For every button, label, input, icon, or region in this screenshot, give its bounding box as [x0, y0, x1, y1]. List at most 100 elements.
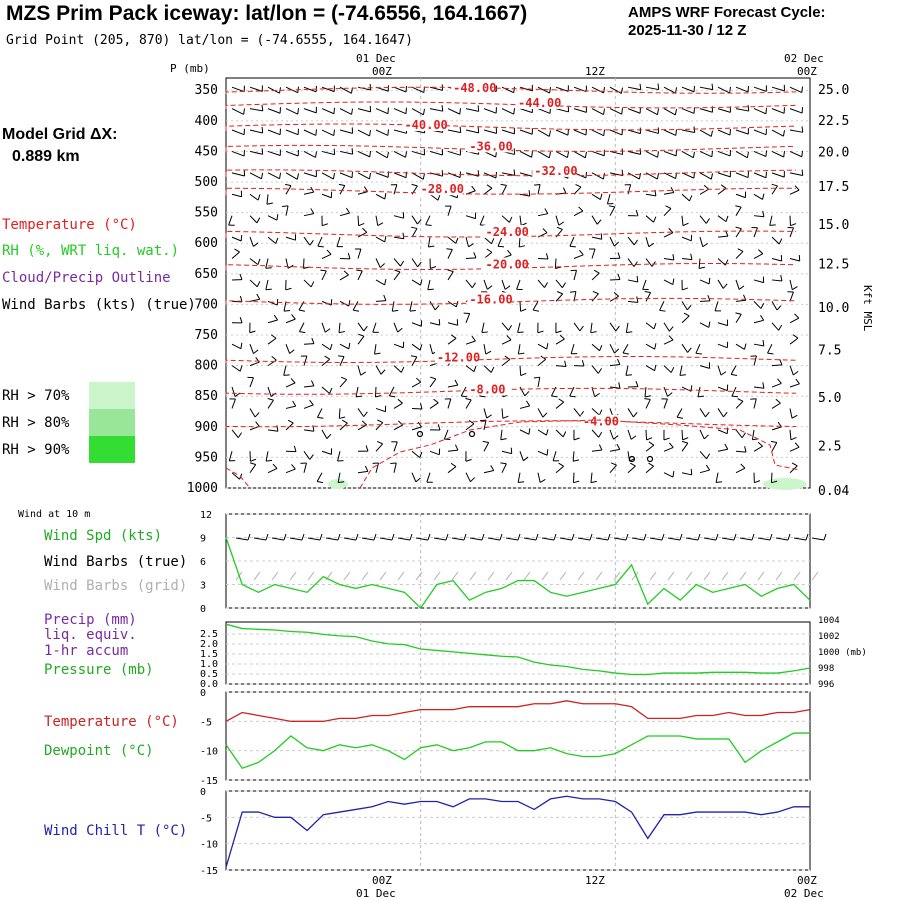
wind-barb-flag: [315, 151, 318, 158]
wind-barb-shaft: [753, 215, 764, 218]
wind-barb-shaft: [717, 448, 728, 452]
wind-barb-shaft: [645, 292, 652, 302]
wind-barb-shaft: [447, 449, 458, 452]
wind-barb-shaft: [735, 228, 742, 238]
wind-barb-shaft: [681, 429, 684, 440]
height-tick-label: 7.5: [818, 343, 841, 358]
wind-barb-flag: [720, 371, 727, 376]
wind-barb-flag: [513, 108, 516, 115]
wind-barb-flag: [253, 349, 259, 354]
wind-barb-flag: [261, 172, 264, 179]
wind-panel: 12 9 6 3 0: [200, 510, 827, 615]
wind-barb-flag: [695, 352, 702, 355]
model-grid-value: 0.889 km: [12, 148, 80, 165]
wind-barb-shaft: [789, 291, 794, 302]
wind-barb-flag: [358, 222, 365, 227]
wind-barb-flag: [285, 183, 292, 187]
wind-barb-flag: [672, 278, 675, 285]
surface-wind-barb-flag: [661, 533, 665, 541]
wind-barb-shaft: [357, 248, 362, 259]
chill-panel-y-tick-label: -15: [200, 866, 218, 877]
wind-barb-flag: [668, 442, 674, 448]
wind-panel-y-tick-label: 3: [200, 581, 206, 592]
wind-barb-shaft: [555, 401, 565, 409]
temp-dewpoint-panel: 0 -5 -10 -15: [200, 688, 811, 787]
wind-barb-shaft: [537, 408, 544, 418]
surface-wind-barb-flag: [787, 533, 791, 541]
wind-barb-flag: [506, 335, 512, 341]
wind-barb-shaft: [717, 386, 728, 392]
wind-barb-flag: [348, 342, 351, 349]
wind-barb-flag: [636, 275, 639, 283]
wind-barb-shaft: [374, 387, 377, 398]
wind-barb-flag: [681, 440, 688, 444]
grid-point-info: Grid Point (205, 870) lat/lon = (-74.655…: [6, 33, 413, 48]
wind-barb-shaft: [627, 172, 640, 180]
wind-barb-shaft: [735, 343, 745, 350]
wind-barb-shaft: [427, 279, 431, 290]
pressure-tick-label: 600: [195, 236, 218, 251]
wind-barb-shaft: [501, 408, 504, 419]
wind-barb-shaft: [393, 172, 407, 179]
pressure-tick-label: 1000: [187, 481, 218, 496]
wind-barb-shaft: [231, 365, 241, 372]
wind-barb-shaft: [771, 402, 781, 409]
top-date-left: 01 Dec: [356, 52, 396, 65]
wind-barb-shaft: [447, 172, 461, 178]
wind-barb-shaft: [645, 343, 655, 350]
wind-barb-flag: [486, 414, 492, 419]
wind-barb-shaft: [393, 108, 407, 115]
wind-barb-shaft: [627, 184, 632, 195]
top-tick-00z: 00Z: [372, 65, 392, 78]
wind-barb-shaft: [339, 172, 353, 179]
wind-barb-flag: [397, 327, 403, 333]
wind-barb-shaft: [355, 386, 359, 397]
wind-barb-shaft: [591, 150, 605, 157]
wind-barb-shaft: [591, 86, 604, 94]
rh-patch: [763, 478, 807, 490]
wind-barb-shaft: [285, 344, 291, 354]
wind-barb-flag: [762, 193, 765, 200]
wind-barb-flag: [710, 173, 714, 180]
wind-barb-shaft: [645, 429, 648, 440]
wind-barb-shaft: [735, 129, 749, 135]
surface-wind-barb: [487, 537, 501, 541]
wind-barb-shaft: [336, 236, 341, 247]
wind-barb-shaft: [518, 237, 521, 248]
wind-barb-shaft: [375, 215, 379, 226]
grid-wind-barb: [721, 571, 729, 581]
temperature-line: [225, 700, 811, 722]
wind-barb-flag: [556, 291, 563, 295]
wind-barb-shaft: [303, 213, 314, 217]
wind-barb-shaft: [411, 215, 418, 225]
wind-barb-flag: [594, 392, 600, 398]
wind-barb-shaft: [465, 257, 477, 260]
height-tick-label: 20.0: [818, 146, 849, 161]
grid-wind-barb: [595, 571, 603, 581]
wind-barb-shaft: [483, 365, 492, 373]
wind-barb-flag: [239, 317, 243, 324]
wind-barb-flag: [598, 431, 603, 438]
surface-wind-barb: [631, 537, 645, 541]
temperature-contour: [225, 169, 797, 177]
height-tick-label: 12.5: [818, 258, 849, 273]
wind-barb-shaft: [555, 108, 569, 113]
wind-barb-shaft: [411, 108, 424, 116]
height-tick-label: 2.5: [818, 439, 841, 454]
wind-barb-shaft: [573, 129, 587, 136]
wind-barb-flag: [495, 171, 497, 179]
wind-barb-flag: [249, 462, 256, 466]
wind-barb-shaft: [267, 319, 278, 324]
wind-barb-shaft: [501, 172, 515, 176]
wind-barb-flag: [468, 419, 475, 425]
temperature-contour-label: -12.00: [437, 350, 480, 364]
wind-barb-shaft: [429, 450, 440, 456]
wind-barb-shaft: [569, 236, 575, 247]
grid-wind-barb: [397, 571, 405, 581]
wind-barb-shaft: [500, 429, 503, 440]
wind-barb-shaft: [537, 108, 551, 114]
surface-wind-barb-flag: [589, 533, 593, 541]
wind-barb-shaft: [627, 129, 641, 135]
wind-barb-flag: [240, 342, 243, 349]
wind-barb-shaft: [735, 279, 740, 290]
